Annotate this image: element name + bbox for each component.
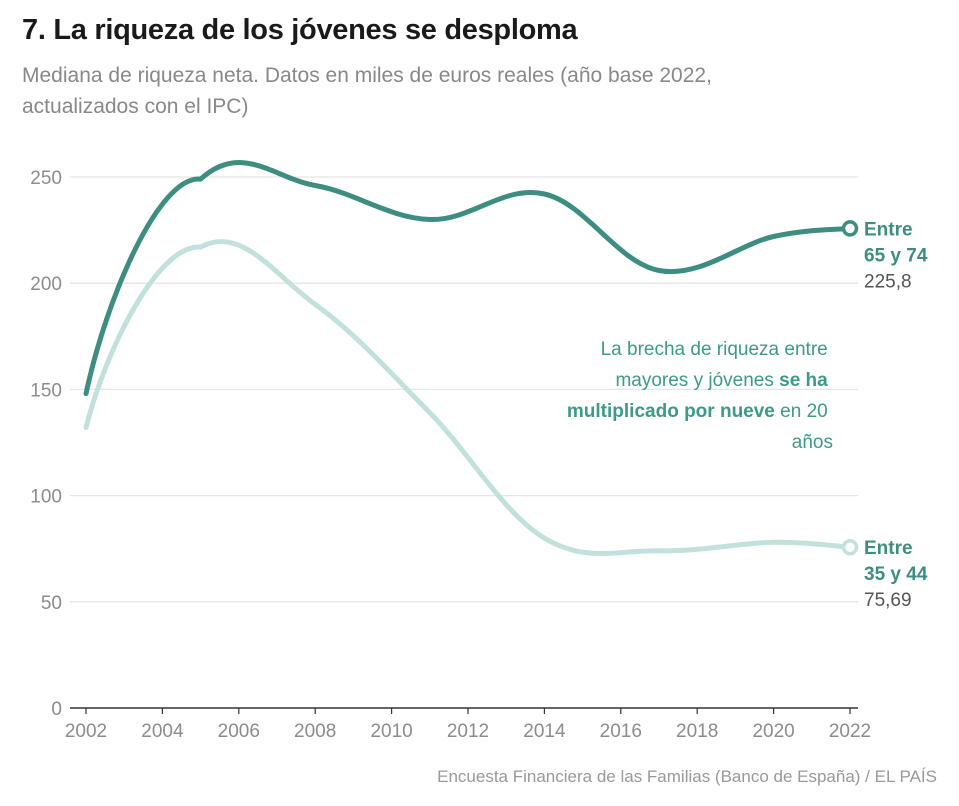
grid-layer: [70, 176, 858, 603]
y-tick-label: 50: [41, 593, 62, 614]
x-tick-label: 2010: [370, 721, 412, 742]
series-line-35-44: [83, 239, 853, 556]
label-layer: Entre 65 y 74 225,8 Entre 35 y 44 75,69: [864, 219, 928, 611]
annotation-text: La brecha de riqueza entre mayores y jóv…: [567, 339, 833, 453]
annotation-line-3-bold: multiplicado por nueve: [567, 401, 775, 422]
x-tick-label: 2016: [600, 721, 642, 742]
annotation-line-1: La brecha de riqueza entre: [601, 339, 828, 360]
x-tick-label: 2004: [141, 721, 184, 742]
x-tick-label: 2006: [218, 721, 260, 742]
x-tick-label: 2018: [676, 721, 718, 742]
series-line-65-74: [83, 160, 853, 397]
x-tick-label: 2008: [294, 721, 336, 742]
annotation-line-4: años: [792, 432, 833, 453]
axis-layer: 0 50 100 150 200 250 2002 2004 2006 2008 2010 2012 2…: [30, 168, 871, 742]
x-tick-label: 2022: [829, 721, 871, 742]
chart-subtitle: Mediana de riqueza neta. Datos en miles …: [22, 64, 712, 118]
series-label: 35 y 44: [864, 564, 928, 585]
y-tick-label: 100: [30, 487, 62, 508]
series-end-value: 225,8: [864, 271, 912, 292]
annotation-line-2-bold: se ha: [779, 370, 828, 391]
series-label: 65 y 74: [864, 245, 928, 266]
y-tick-label: 250: [30, 168, 62, 189]
annotation-line-2: mayores y jóvenes: [615, 370, 779, 391]
x-tick-label: 2002: [65, 721, 107, 742]
series-end-value: 75,69: [864, 590, 912, 611]
series-label: Entre: [864, 219, 913, 240]
y-tick-label: 0: [51, 699, 62, 720]
x-tick-label: 2012: [447, 721, 489, 742]
y-tick-label: 150: [30, 380, 62, 401]
annotation-line-3: en 20: [775, 401, 828, 422]
chart-title: 7. La riqueza de los jóvenes se desploma: [22, 14, 578, 46]
y-tick-label: 200: [30, 274, 62, 295]
series-label: Entre: [864, 538, 913, 559]
x-tick-label: 2020: [752, 721, 794, 742]
source-credit: Encuesta Financiera de las Familias (Ban…: [437, 767, 937, 786]
series-end-marker: [841, 220, 859, 237]
x-tick-label: 2014: [523, 721, 566, 742]
series-end-marker: [841, 538, 859, 556]
series-layer: [83, 160, 859, 556]
